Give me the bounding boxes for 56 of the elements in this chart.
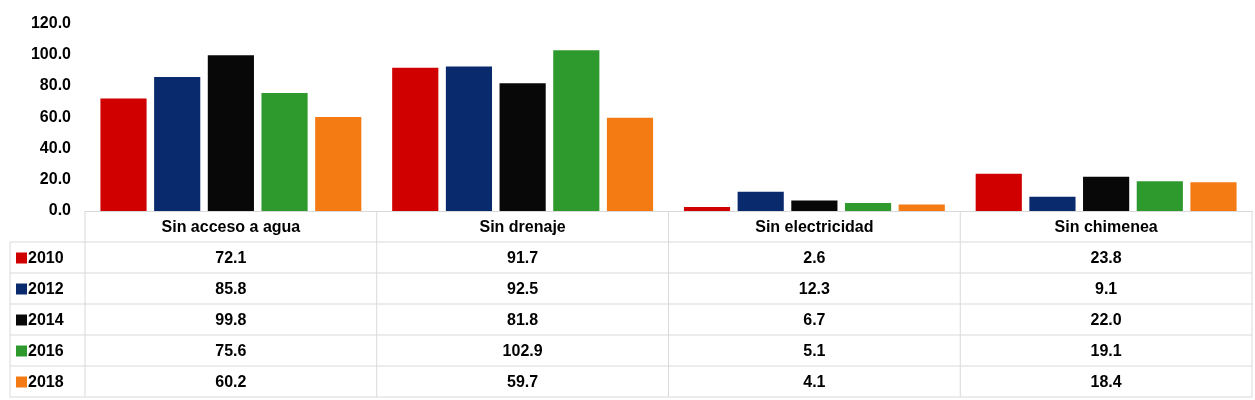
bar bbox=[1029, 196, 1076, 211]
data-label: 23.8 bbox=[1090, 248, 1122, 266]
x-tick-label: Sin chimenea bbox=[1054, 217, 1158, 235]
data-label: 102.9 bbox=[502, 341, 543, 359]
bar bbox=[445, 66, 493, 211]
x-tick-label: Sin drenaje bbox=[479, 217, 566, 235]
data-label: 5.1 bbox=[803, 341, 826, 359]
x-tick-label: Sin electricidad bbox=[755, 217, 874, 235]
x-tick-label: Sin acceso a agua bbox=[161, 217, 301, 235]
data-label: 81.8 bbox=[507, 310, 539, 328]
legend-label: 2010 bbox=[28, 248, 64, 266]
data-label: 6.7 bbox=[803, 310, 826, 328]
legend-label: 2018 bbox=[28, 372, 64, 390]
data-label: 19.1 bbox=[1090, 341, 1122, 359]
data-label: 91.7 bbox=[507, 248, 539, 266]
bar bbox=[553, 50, 600, 211]
legend-label: 2016 bbox=[28, 341, 64, 359]
data-label: 2.6 bbox=[803, 248, 826, 266]
y-tick-label: 40.0 bbox=[39, 138, 72, 156]
bar bbox=[606, 117, 654, 211]
y-tick-label: 80.0 bbox=[39, 76, 72, 94]
bar bbox=[207, 55, 254, 211]
bar bbox=[898, 204, 945, 211]
data-label: 72.1 bbox=[215, 248, 247, 266]
bar bbox=[1083, 176, 1130, 211]
bar bbox=[791, 200, 838, 211]
bar bbox=[154, 77, 201, 211]
bar bbox=[100, 98, 147, 211]
y-tick-label: 0.0 bbox=[48, 201, 72, 219]
bar bbox=[683, 206, 731, 211]
bar bbox=[261, 92, 308, 211]
data-label: 60.2 bbox=[215, 372, 247, 390]
bar bbox=[392, 67, 439, 211]
data-label: 85.8 bbox=[215, 279, 247, 297]
legend-label: 2012 bbox=[28, 279, 64, 297]
bar bbox=[499, 83, 546, 211]
y-tick-label: 60.0 bbox=[39, 107, 72, 125]
bar bbox=[315, 116, 362, 211]
data-label: 22.0 bbox=[1090, 310, 1122, 328]
data-label: 92.5 bbox=[507, 279, 539, 297]
y-tick-label: 120.0 bbox=[30, 14, 72, 32]
data-label: 12.3 bbox=[798, 279, 831, 297]
y-tick-label: 100.0 bbox=[30, 45, 72, 63]
bar bbox=[844, 203, 892, 211]
data-label: 59.7 bbox=[507, 372, 539, 390]
bar bbox=[1190, 182, 1237, 211]
bar bbox=[975, 173, 1022, 211]
data-label: 4.1 bbox=[803, 372, 826, 390]
bar bbox=[737, 191, 784, 211]
data-label: 75.6 bbox=[215, 341, 247, 359]
y-tick-label: 20.0 bbox=[39, 170, 72, 188]
data-label: 9.1 bbox=[1095, 279, 1118, 297]
data-label: 18.4 bbox=[1090, 372, 1122, 390]
legend-label: 2014 bbox=[28, 310, 64, 328]
bar bbox=[1136, 181, 1183, 211]
data-label: 99.8 bbox=[215, 310, 247, 328]
